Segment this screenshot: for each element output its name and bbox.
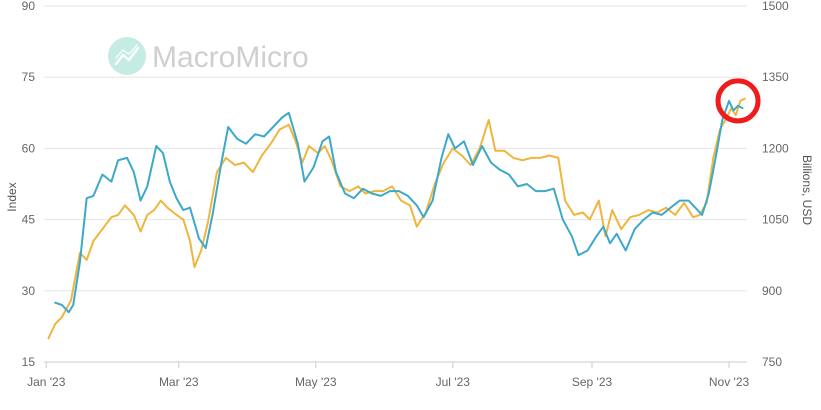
y-left-tick-label: 30: [22, 284, 36, 298]
y-left-tick-label: 15: [22, 355, 36, 369]
y-right-tick-label: 1200: [762, 141, 789, 155]
x-tick-label: Jan '23: [27, 375, 66, 389]
y-left-tick-label: 60: [22, 141, 36, 155]
x-tick-label: Sep '23: [572, 375, 613, 389]
y-axis-right-label: Billions, USD: [800, 155, 814, 225]
series-line-right: [47, 97, 746, 340]
x-tick-label: Nov '23: [709, 375, 750, 389]
axes: Index Billions, USD 15 30 45 60 75 90 750 900 10…: [5, 0, 814, 389]
chart-line-icon: [108, 37, 146, 75]
series-layer: [47, 97, 746, 340]
gridlines: [44, 5, 747, 363]
highlight-circle: [715, 78, 761, 124]
y-right-tick-label: 1050: [762, 213, 789, 227]
y-left-tick-label: 90: [22, 0, 36, 13]
y-right-tick-label: 750: [762, 355, 782, 369]
x-tick-label: May '23: [295, 375, 337, 389]
x-tick-label: Jul '23: [436, 375, 471, 389]
x-tick-label: Mar '23: [159, 375, 199, 389]
y-left-tick-label: 45: [22, 213, 36, 227]
watermark-brand: MacroMicro: [152, 41, 309, 74]
y-axis-left-label: Index: [5, 182, 19, 211]
y-right-tick-label: 1500: [762, 0, 789, 13]
watermark: MacroMicro: [108, 37, 309, 75]
y-right-tick-label: 900: [762, 284, 782, 298]
y-left-tick-label: 75: [22, 70, 36, 84]
y-right-tick-label: 1350: [762, 70, 789, 84]
series-line-left: [54, 99, 744, 314]
annotations: [715, 78, 761, 124]
